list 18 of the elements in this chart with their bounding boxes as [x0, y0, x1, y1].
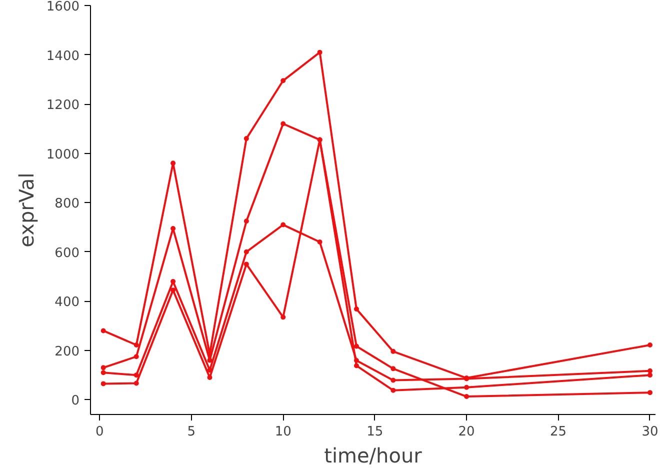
x-tick-label: 25 — [550, 424, 567, 440]
x-axis-title: time/hour — [324, 444, 423, 468]
y-tick-label: 0 — [71, 394, 80, 409]
x-tick-label: 15 — [366, 424, 384, 440]
y-tick-label: 800 — [54, 196, 80, 212]
y-tick-label: 1600 — [46, 0, 80, 14]
y-tick-label: 1000 — [46, 147, 80, 162]
y-tick-label: 200 — [54, 344, 80, 360]
x-tick-label: 0 — [96, 424, 104, 440]
y-tick-label: 1200 — [46, 98, 80, 114]
y-tick-label: 600 — [54, 246, 80, 261]
x-tick-label: 5 — [187, 424, 196, 440]
x-tick-label: 30 — [642, 424, 658, 440]
y-tick-label: 1400 — [46, 48, 80, 64]
y-tick-label: 400 — [54, 295, 80, 310]
y-axis-title: exprVal — [14, 172, 38, 248]
x-tick-label: 20 — [458, 424, 475, 440]
x-tick-label: 10 — [274, 424, 292, 440]
